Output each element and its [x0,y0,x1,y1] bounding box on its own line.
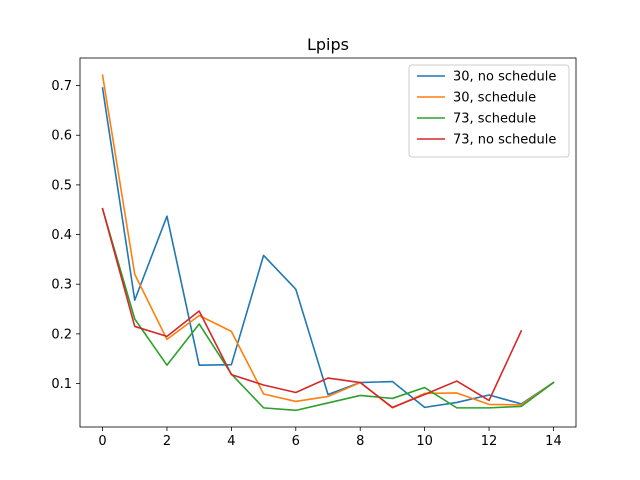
series-line-3 [101,207,555,412]
legend-label: 30, no schedule [453,70,556,85]
y-tick-label: 0.2 [51,327,72,342]
x-tick-label: 14 [545,434,562,449]
y-tick-label: 0.1 [51,377,72,392]
axes-frame [79,57,577,428]
y-tick-label: 0.3 [51,278,72,293]
legend: 30, no schedule 30, schedule 73, schedule 7… [408,64,570,158]
x-tick-label: 2 [163,434,171,449]
x-tick-label: 10 [416,434,433,449]
x-tick-label: 8 [356,434,364,449]
x-tick-label: 12 [481,434,498,449]
series-line-2 [101,74,555,409]
series-lines [101,74,555,412]
x-tick-label: 6 [292,434,300,449]
x-tick-label: 4 [227,434,235,449]
x-axis: 0 2 4 6 8 10 12 14 [98,427,562,449]
y-axis: 0.1 0.2 0.3 0.4 0.5 0.6 0.7 [51,79,80,392]
legend-box [408,64,570,158]
chart-title: Lpips [307,35,349,54]
legend-label: 73, schedule [453,112,536,127]
series-line-1 [101,87,555,409]
y-tick-label: 0.6 [51,129,72,144]
y-tick-label: 0.4 [51,228,72,243]
legend-label: 30, schedule [453,91,536,106]
y-tick-label: 0.7 [51,79,72,94]
legend-label: 73, no schedule [453,133,556,148]
y-tick-label: 0.5 [51,178,72,193]
series-line-4 [101,207,523,409]
x-tick-label: 0 [98,434,106,449]
